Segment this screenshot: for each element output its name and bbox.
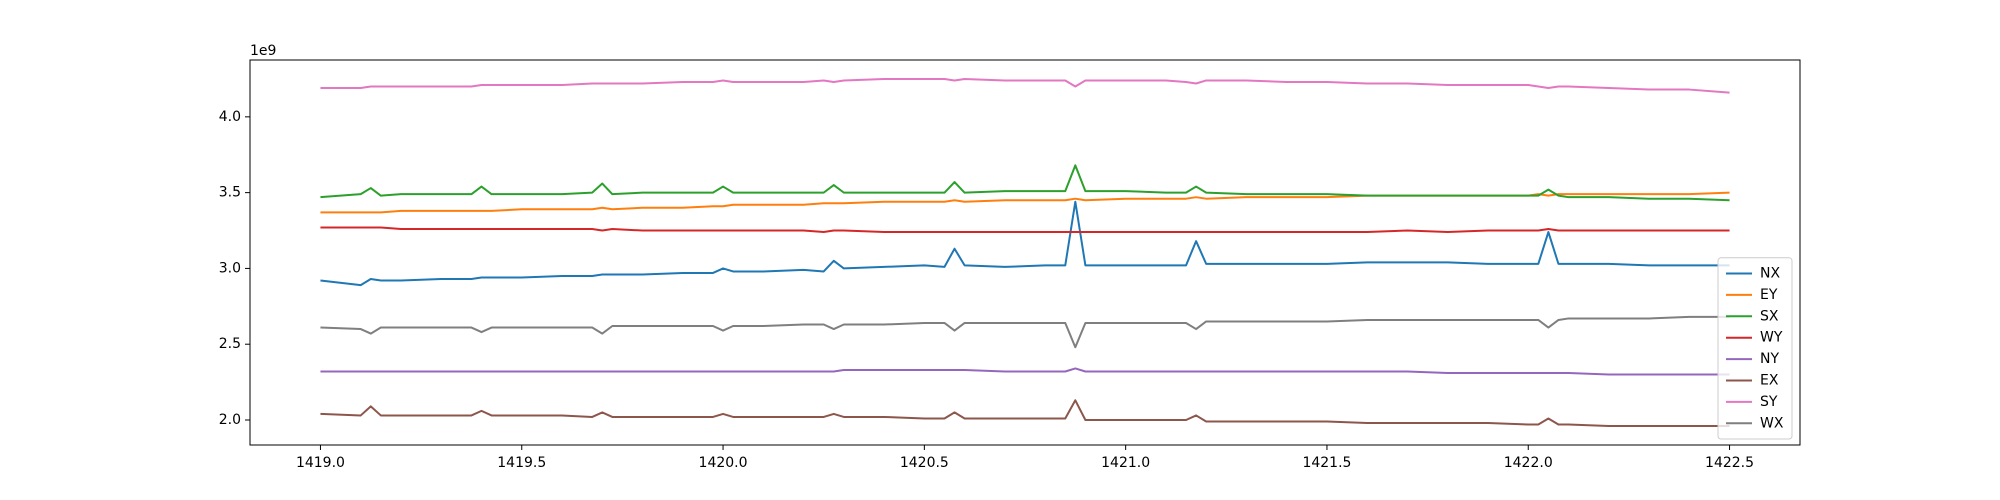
legend-label: EX [1760,373,1779,389]
legend-box [1717,257,1793,440]
legend-label: SY [1760,394,1778,410]
y-tick-label: 2.0 [219,412,241,428]
x-tick-label: 1421.5 [1302,455,1351,471]
legend-label: SX [1760,308,1779,324]
x-tick-label: 1422.0 [1504,455,1553,471]
series-line [320,200,1730,287]
x-tick-label: 1420.0 [699,455,748,471]
series-line [320,367,1730,376]
y-offset-label: 1e9 [250,43,276,59]
y-tick-label: 2.5 [219,336,241,352]
y-tick-label: 3.5 [219,185,241,201]
series-line [320,399,1730,428]
legend-label: WX [1760,415,1784,431]
legend-label: NY [1760,351,1779,367]
x-tick-label: 1420.5 [900,455,949,471]
y-tick-label: 4.0 [219,109,241,125]
series-line [320,226,1730,234]
series-line [320,315,1730,349]
legend-label: NX [1760,266,1780,282]
legend-label: EY [1760,287,1778,303]
x-tick-label: 1421.0 [1101,455,1150,471]
series-line [320,77,1730,94]
legend-label: WY [1760,330,1783,346]
series-line [320,164,1730,202]
x-tick-label: 1419.5 [497,455,546,471]
x-tick-label: 1422.5 [1705,455,1754,471]
y-tick-label: 3.0 [219,260,241,276]
plot-frame [249,59,1801,446]
x-tick-label: 1419.0 [296,455,345,471]
